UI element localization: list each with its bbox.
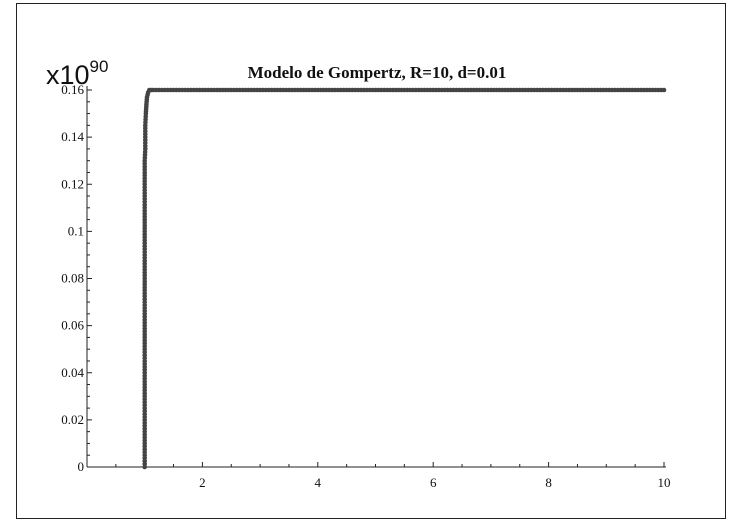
x-tick-label: 6 xyxy=(430,475,437,490)
y-tick-label: 0.06 xyxy=(61,318,84,333)
y-tick-label: 0 xyxy=(78,459,85,474)
chart-title: Modelo de Gompertz, R=10, d=0.01 xyxy=(248,63,507,82)
chart-frame: 2 4 6 8 10 0 0.02 0.04 0.06 0.08 0.1 0.12 0.14 0.16 M… xyxy=(16,3,726,519)
y-tick-label: 0.04 xyxy=(61,365,84,380)
x-tick-label: 8 xyxy=(545,475,552,490)
x-tick-label: 10 xyxy=(658,475,671,490)
y-tick-label: 0.14 xyxy=(61,129,84,144)
y-tick-label: 0.02 xyxy=(61,412,84,427)
series-points xyxy=(142,87,667,470)
ticks: 2 4 6 8 10 0 0.02 0.04 0.06 0.08 0.1 0.12 0.14 0.16 xyxy=(61,82,670,490)
y-tick-label: 0.1 xyxy=(68,223,84,238)
x-tick-label: 4 xyxy=(315,475,322,490)
axes xyxy=(86,86,666,468)
y-multiplier-exponent: 90 xyxy=(90,57,109,76)
y-tick-label: 0.12 xyxy=(61,176,84,191)
x-tick-label: 2 xyxy=(199,475,206,490)
y-tick-label: 0.16 xyxy=(61,82,84,97)
data-point xyxy=(661,87,667,93)
chart-svg: 2 4 6 8 10 0 0.02 0.04 0.06 0.08 0.1 0.12 0.14 0.16 M… xyxy=(46,57,671,490)
y-tick-label: 0.08 xyxy=(61,271,84,286)
y-multiplier: x1090 xyxy=(46,57,108,90)
y-multiplier-base: x10 xyxy=(46,60,90,90)
